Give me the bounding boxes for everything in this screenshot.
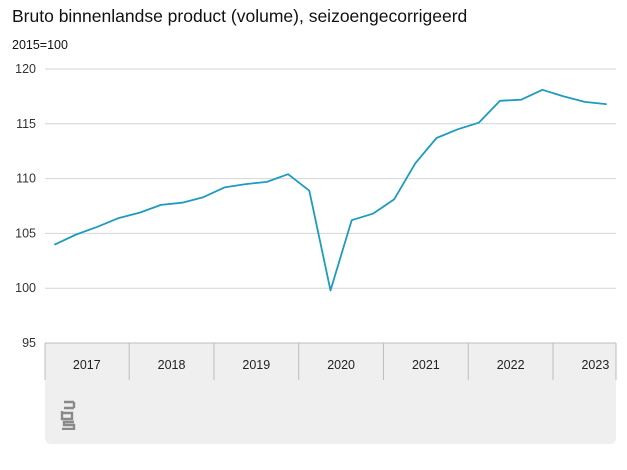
y-tick-label-115: 115 [16, 117, 36, 131]
y-tick-label-100: 100 [15, 281, 36, 295]
y-axis-unit-label: 2015=100 [12, 38, 68, 52]
chart-footer [45, 380, 616, 444]
x-year-label-2021: 2021 [412, 358, 440, 372]
y-tick-label-110: 110 [16, 172, 36, 186]
x-year-label-2023: 2023 [581, 358, 609, 372]
x-year-label-2020: 2020 [327, 358, 355, 372]
y-axis-ticks: 95 100 105 110 115 120 [15, 62, 36, 350]
x-axis-band [45, 343, 616, 380]
x-axis: 2017 2018 2019 2020 2021 2022 2023 [44, 342, 617, 380]
y-tick-label-105: 105 [15, 226, 36, 240]
series-line-0 [54, 88, 607, 292]
y-tick-label-95: 95 [22, 336, 36, 350]
series-layer [54, 88, 607, 292]
x-year-label-2019: 2019 [242, 358, 270, 372]
x-year-label-2018: 2018 [158, 358, 186, 372]
chart-title: Bruto binnenlandse product (volume), sei… [12, 6, 468, 26]
x-year-label-2022: 2022 [497, 358, 525, 372]
grid-lines [45, 68, 616, 344]
cbs-logo-icon [60, 400, 76, 430]
y-tick-label-120: 120 [15, 62, 36, 76]
x-year-label-2017: 2017 [73, 358, 101, 372]
